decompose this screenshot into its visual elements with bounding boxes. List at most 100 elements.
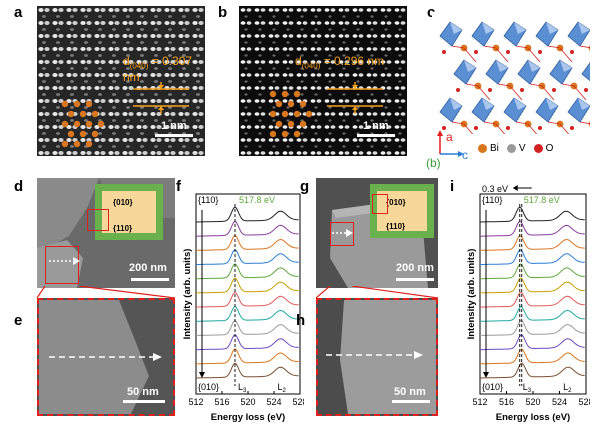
scale-label-h: 50 nm	[394, 386, 426, 398]
spectrum-line	[196, 220, 299, 237]
tetrahedron-face	[482, 98, 494, 110]
o-atom	[552, 88, 556, 92]
vo4-tetrahedron	[549, 59, 573, 85]
facet-110-label-g: {110}	[386, 222, 406, 231]
bi-atom-marker	[269, 90, 277, 98]
scale-bar-d	[131, 278, 169, 281]
x-tick-label: 528	[292, 397, 304, 407]
x-tick-label: 520	[240, 397, 255, 407]
o-atom	[488, 88, 492, 92]
bond	[529, 83, 543, 87]
axis-c-label: c	[462, 148, 468, 162]
bi-atom-marker	[293, 130, 301, 138]
selection-box-g-top	[372, 194, 388, 214]
bi-atom-marker	[269, 130, 277, 138]
selection-box-d	[45, 246, 79, 284]
spectrum-line	[196, 348, 299, 365]
bi-atom-marker	[281, 130, 289, 138]
facet-010-label-d: {010}	[113, 198, 133, 207]
vo4-tetrahedron	[567, 21, 590, 47]
bi-atom-marker	[61, 100, 69, 108]
o-atom	[506, 50, 510, 54]
zoom-lines-d	[37, 286, 176, 298]
vo4-tetrahedron	[503, 21, 527, 47]
bi-atom-marker	[299, 100, 307, 108]
facet-010-label-g: {010}	[386, 198, 406, 207]
vo4-tetrahedron	[517, 59, 541, 85]
panel-label-h: h	[296, 312, 306, 329]
scale-bar-h	[392, 400, 430, 403]
scan-arrow-g	[332, 229, 353, 237]
bottom-facet-label: {010}	[482, 382, 503, 392]
atomic-lattice-b	[239, 6, 407, 156]
vo4-tetrahedron	[535, 97, 559, 123]
o-atom	[538, 50, 542, 54]
bi-atom-marker	[73, 100, 81, 108]
atomic-lattice-a	[37, 6, 205, 156]
facet-110-label-d: {110}	[113, 224, 133, 233]
spacing-marker-b	[327, 82, 383, 114]
tetrahedron-face	[464, 60, 476, 72]
axis-a-label: a	[446, 130, 453, 144]
haadf-zoom-h: 50 nm	[316, 298, 438, 416]
spectrum-line	[480, 362, 585, 379]
spectrum-line	[480, 277, 585, 294]
tetrahedron-face	[578, 98, 590, 110]
spectrum-line	[196, 249, 299, 265]
d-spacing-a: d(040) = 0.307 nm	[123, 54, 193, 85]
spectrum-line	[480, 220, 585, 237]
o-atom	[442, 50, 446, 54]
facet-schematic-g: {010} {110}	[370, 184, 434, 238]
scale-label-d: 200 nm	[129, 262, 167, 274]
l3-label: L3	[523, 382, 532, 394]
top-facet-label: {110}	[482, 195, 502, 205]
vo4-tetrahedron	[485, 59, 509, 85]
arrow-head-icon	[483, 372, 489, 378]
spectrum-line	[480, 334, 585, 351]
y-axis-label: Intensity (arb. units)	[182, 249, 193, 340]
bond	[547, 121, 561, 125]
haadf-zoom-e: 50 nm	[37, 298, 175, 416]
x-tick-label: 512	[188, 397, 203, 407]
panel-label-b: b	[218, 4, 228, 21]
vo4-tetrahedron	[567, 97, 590, 123]
legend-bi: Bi	[478, 143, 499, 154]
bi-atom-marker	[287, 120, 295, 128]
o-atom	[456, 88, 460, 92]
bond	[495, 123, 506, 134]
bi-atom-marker	[79, 110, 87, 118]
bi-atom-marker	[79, 130, 87, 138]
tetrahedron-face	[528, 60, 540, 72]
shift-arrow-icon	[512, 185, 518, 191]
spectrum-line	[480, 291, 585, 308]
eels-chart-f: 512 516 520 524 528 Energy loss (eV) Intensity…	[182, 193, 304, 423]
scan-arrow-h	[326, 351, 423, 359]
tetrahedron-face	[482, 22, 494, 34]
bond	[477, 85, 491, 101]
spectrum-line	[480, 206, 585, 223]
bi-atom-marker	[67, 110, 75, 118]
crystal-structure-c	[432, 14, 590, 134]
simulated-image-b: d(040) = 0.296 nm 1 nm	[239, 6, 407, 156]
bond	[465, 83, 479, 87]
bi-atom-marker	[85, 100, 93, 108]
bi-atom-marker	[97, 120, 105, 128]
scale-label-g: 200 nm	[396, 262, 434, 274]
vo4-tetrahedron	[503, 97, 527, 123]
selection-box-d-top	[87, 209, 109, 231]
d-spacing-b: d(040) = 0.296 nm	[295, 54, 385, 71]
peak-energy-label: 517.8 eV	[239, 195, 275, 205]
bond	[509, 85, 523, 101]
scale-label-a: 1 nm	[161, 120, 187, 132]
bond	[559, 123, 570, 134]
spectrum-line	[479, 319, 585, 336]
facet-010-area-d	[102, 191, 156, 233]
spectrum-line	[480, 263, 585, 280]
vo4-tetrahedron	[453, 59, 477, 85]
vo4-tetrahedron	[471, 21, 495, 47]
scale-bar-a	[155, 134, 193, 137]
x-tick-label: 516	[499, 397, 514, 407]
x-tick-label: 524	[552, 397, 567, 407]
vo4-tetrahedron	[581, 62, 590, 82]
panel-label-d: d	[14, 178, 24, 195]
